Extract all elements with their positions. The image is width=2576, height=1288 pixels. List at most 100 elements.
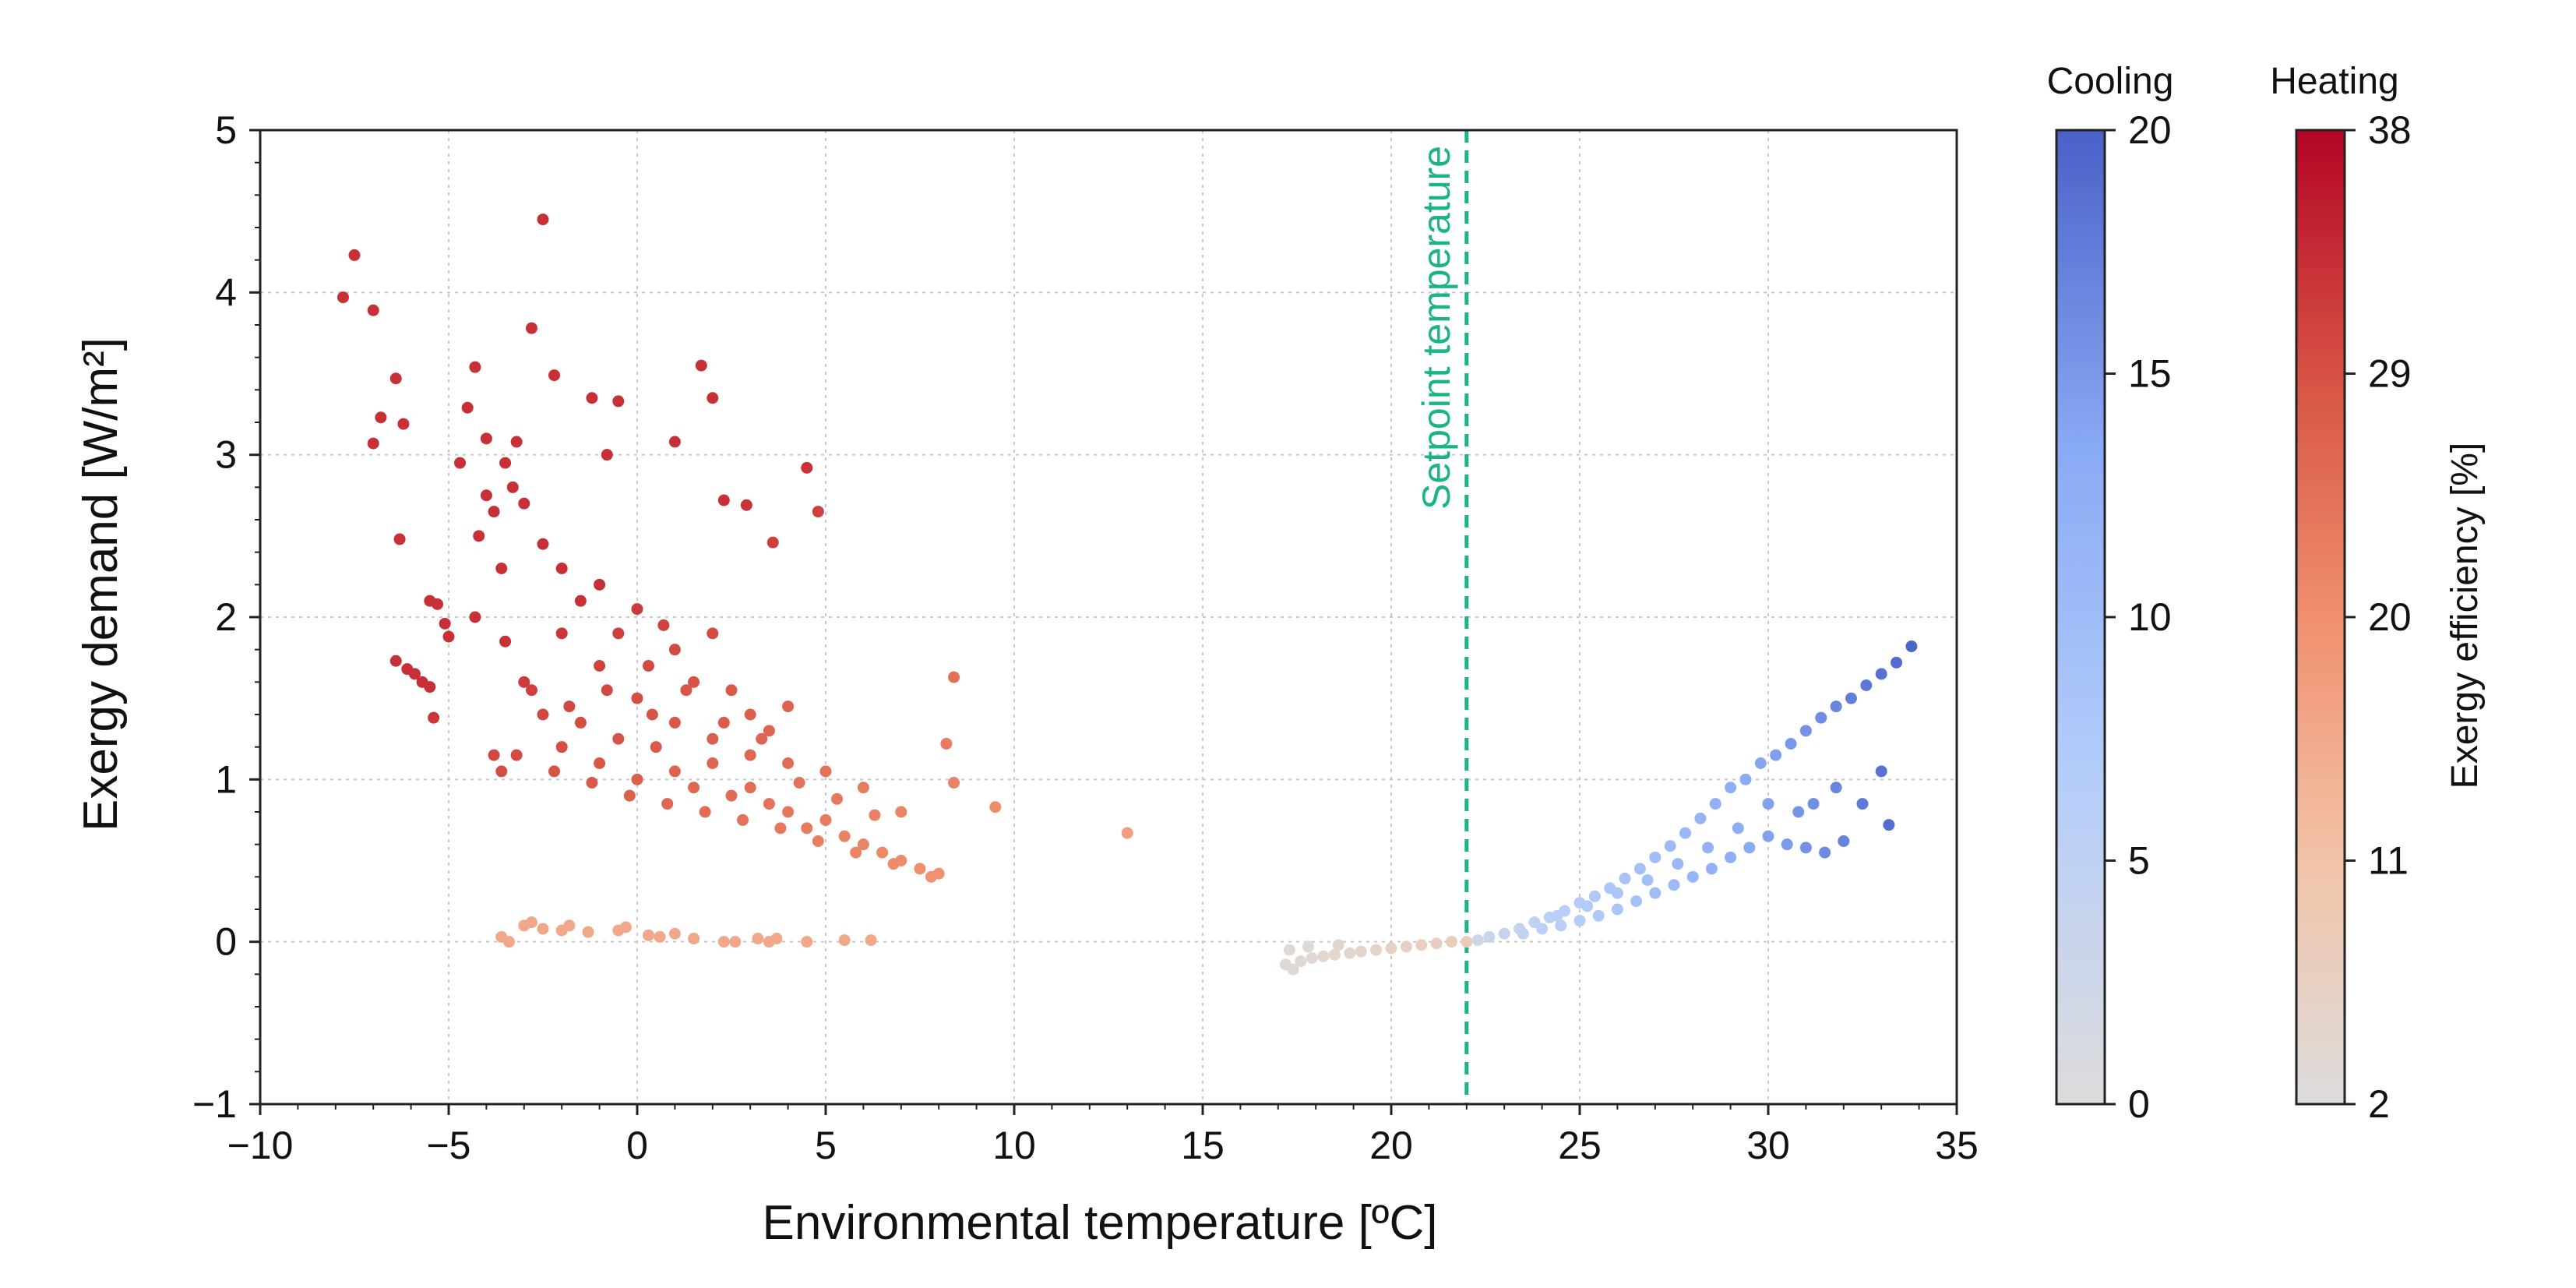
data-point bbox=[1785, 738, 1797, 750]
colorbar-gradient bbox=[2055, 129, 2106, 1106]
data-point bbox=[1536, 923, 1549, 935]
y-tick-label: 2 bbox=[215, 595, 237, 639]
data-point bbox=[657, 619, 670, 631]
data-point bbox=[857, 838, 869, 851]
data-point bbox=[725, 789, 738, 802]
data-point bbox=[499, 635, 512, 648]
data-point bbox=[914, 863, 926, 875]
data-point bbox=[594, 757, 606, 769]
data-point bbox=[442, 630, 455, 643]
data-point bbox=[1517, 927, 1529, 940]
x-tick-label: 0 bbox=[626, 1124, 648, 1167]
data-point bbox=[831, 792, 844, 805]
y-tick-label: 0 bbox=[215, 920, 237, 964]
data-point bbox=[1770, 749, 1782, 761]
data-point bbox=[1630, 895, 1643, 908]
data-point bbox=[1799, 725, 1812, 737]
x-tick-label: −10 bbox=[227, 1124, 294, 1167]
data-point bbox=[1725, 851, 1737, 863]
data-point bbox=[1799, 842, 1812, 854]
data-point bbox=[876, 846, 889, 859]
data-point bbox=[763, 725, 775, 737]
data-point bbox=[495, 765, 508, 778]
data-point bbox=[393, 533, 406, 545]
data-point bbox=[525, 916, 537, 929]
data-point bbox=[801, 936, 813, 948]
data-point bbox=[744, 708, 756, 721]
data-point bbox=[480, 489, 492, 502]
data-point bbox=[1445, 936, 1457, 948]
data-point bbox=[563, 700, 576, 713]
data-point bbox=[793, 777, 805, 789]
data-point bbox=[1732, 822, 1744, 835]
data-point bbox=[1385, 942, 1397, 955]
data-point bbox=[525, 322, 537, 334]
data-point bbox=[668, 716, 681, 729]
y-axis-ticks: −1 0 1 2 3 4 5 bbox=[192, 108, 260, 1126]
y-tick-label: 5 bbox=[215, 108, 237, 152]
data-point bbox=[1709, 798, 1721, 810]
data-point bbox=[643, 929, 655, 941]
data-point bbox=[555, 741, 568, 753]
data-point bbox=[510, 436, 523, 448]
data-point bbox=[865, 934, 877, 947]
x-tick-label: 30 bbox=[1746, 1124, 1790, 1167]
data-point bbox=[586, 392, 598, 404]
data-point bbox=[763, 798, 775, 810]
colorbar-tick-label: 2 bbox=[2368, 1082, 2390, 1126]
data-point bbox=[601, 449, 613, 461]
data-point bbox=[555, 627, 568, 640]
data-point bbox=[819, 813, 832, 826]
data-point bbox=[537, 213, 549, 226]
data-point bbox=[537, 923, 549, 935]
data-point bbox=[643, 660, 655, 672]
data-point bbox=[574, 716, 587, 729]
x-tick-label: −5 bbox=[426, 1124, 470, 1167]
data-point bbox=[774, 822, 787, 835]
y-tick-label: 1 bbox=[215, 757, 237, 801]
data-point bbox=[631, 773, 643, 785]
heating-colorbar-title: Heating bbox=[2270, 61, 2398, 102]
data-point bbox=[699, 806, 711, 818]
data-point bbox=[1792, 806, 1805, 818]
data-point bbox=[940, 738, 953, 750]
x-tick-label: 25 bbox=[1558, 1124, 1602, 1167]
data-point bbox=[668, 927, 681, 940]
cooling-colorbar: Cooling 0 5 10 15 20 bbox=[2047, 61, 2174, 1126]
data-point bbox=[1762, 798, 1774, 810]
data-point bbox=[1672, 858, 1684, 870]
colorbar-label: Exergy efficiency [%] bbox=[2444, 443, 2486, 789]
data-point bbox=[1883, 819, 1895, 831]
data-point bbox=[756, 732, 768, 745]
data-point bbox=[895, 806, 907, 818]
data-point bbox=[1891, 656, 1903, 669]
data-point bbox=[1694, 812, 1707, 824]
data-point bbox=[1430, 937, 1443, 950]
data-point bbox=[1461, 936, 1473, 948]
x-tick-label: 35 bbox=[1935, 1124, 1979, 1167]
data-point bbox=[1819, 846, 1831, 859]
data-point bbox=[502, 936, 515, 948]
data-point bbox=[1649, 851, 1662, 863]
data-point bbox=[668, 436, 681, 448]
data-point bbox=[631, 692, 643, 704]
data-point bbox=[537, 708, 549, 721]
data-point bbox=[1555, 919, 1567, 932]
data-point bbox=[582, 926, 594, 938]
data-point bbox=[1743, 842, 1756, 854]
data-point bbox=[688, 782, 700, 794]
data-point bbox=[661, 798, 674, 810]
data-point bbox=[506, 481, 519, 493]
data-point bbox=[680, 684, 692, 697]
data-point bbox=[548, 765, 561, 778]
x-tick-label: 10 bbox=[992, 1124, 1036, 1167]
data-point bbox=[744, 749, 756, 761]
data-point bbox=[454, 457, 467, 469]
data-point bbox=[367, 304, 379, 316]
data-point bbox=[717, 716, 730, 729]
data-point bbox=[1649, 887, 1662, 899]
data-point bbox=[801, 822, 813, 835]
y-tick-label: 3 bbox=[215, 433, 237, 477]
data-point bbox=[695, 359, 707, 372]
